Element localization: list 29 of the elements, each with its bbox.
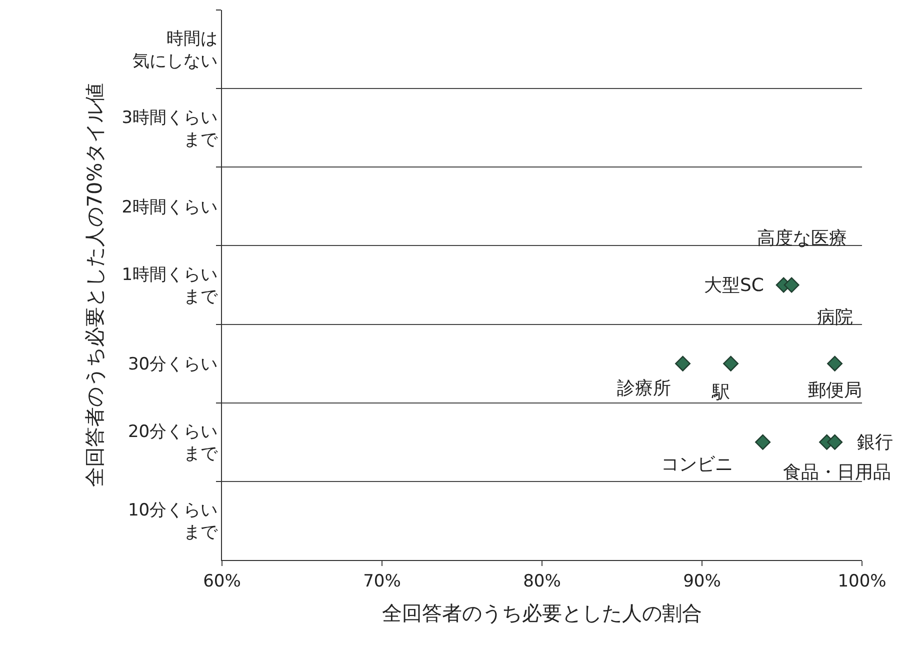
x-tick-label: 80% [523,571,561,592]
x-tick-label: 70% [363,571,401,592]
annotation: 病院 [817,307,853,328]
y-tick-label: 30分くらい [128,354,218,375]
y-tick-label: 2時間くらい [122,197,218,218]
y-tick-label: 20分くらいまで [128,422,219,464]
x-tick-label: 60% [203,571,241,592]
point [723,356,739,372]
point [827,356,843,372]
annotation: 食品・日用品 [783,462,891,483]
point [827,434,843,450]
y-axis-title: 全回答者のうち必要とした人の70%タイル値 [82,82,106,488]
y-tick-label: 3時間くらいまで [122,108,219,150]
annotation: 駅 [711,382,730,403]
point [755,434,771,450]
annotation: 銀行 [857,432,893,453]
annotation: 診療所 [617,378,671,399]
y-tick-label: 10分くらいまで [128,500,219,543]
point [784,277,800,293]
x-tick-label: 90% [683,571,721,592]
annotation: 高度な医療 [757,228,847,249]
x-axis-title: 全回答者のうち必要とした人の割合 [382,600,702,625]
point [675,356,691,372]
annotation: 大型SC [704,275,764,296]
y-tick-label: 1時間くらいまで [122,264,219,307]
y-tick-label: 時間は気にしない [132,29,218,72]
annotation: コンビニ [661,454,733,475]
x-tick-label: 100% [838,571,886,592]
annotation: 郵便局 [808,380,862,401]
